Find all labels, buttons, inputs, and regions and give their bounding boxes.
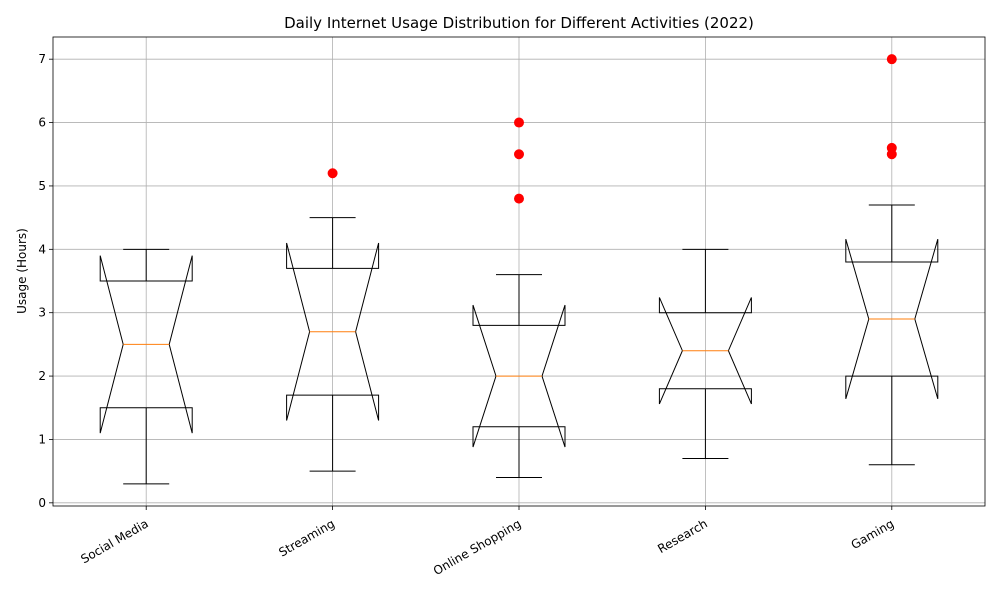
outlier-point bbox=[886, 142, 897, 153]
x-tick-label: Social Media bbox=[78, 516, 150, 566]
box-body bbox=[286, 242, 380, 421]
outlier-point bbox=[514, 117, 524, 128]
box-group bbox=[472, 117, 566, 478]
outlier-point bbox=[514, 149, 524, 160]
plot-frame bbox=[52, 36, 986, 507]
outlier-point bbox=[514, 193, 524, 204]
y-tick-label: 5 bbox=[38, 179, 46, 193]
y-tick-label: 0 bbox=[38, 496, 46, 510]
y-tick-label: 2 bbox=[38, 369, 46, 383]
y-axis-label: Usage (Hours) bbox=[15, 228, 29, 314]
box-group bbox=[658, 248, 752, 459]
y-tick-label: 6 bbox=[38, 116, 46, 130]
boxes-layer bbox=[99, 54, 939, 485]
box-body bbox=[99, 255, 193, 434]
box-body bbox=[658, 297, 752, 405]
box-group bbox=[845, 54, 939, 466]
box-body bbox=[472, 304, 566, 448]
chart-title: Daily Internet Usage Distribution for Di… bbox=[284, 14, 754, 32]
x-tick-label: Gaming bbox=[849, 516, 897, 552]
outlier-point bbox=[886, 54, 897, 65]
x-tick-label: Streaming bbox=[276, 516, 337, 559]
box-body bbox=[845, 239, 939, 400]
x-tick-label: Online Shopping bbox=[431, 516, 524, 578]
box-group bbox=[286, 168, 380, 472]
y-tick-label: 1 bbox=[38, 432, 46, 446]
box-group bbox=[99, 248, 193, 485]
y-tick-label: 7 bbox=[38, 52, 46, 66]
y-tick-label: 3 bbox=[38, 306, 46, 320]
y-tick-label: 4 bbox=[38, 242, 46, 256]
axes-layer: 0 1 2 3 4 5 6 7 Social Media Streaming Online Shop… bbox=[38, 36, 986, 578]
outlier-point bbox=[327, 168, 338, 179]
x-tick-label: Research bbox=[655, 516, 710, 556]
